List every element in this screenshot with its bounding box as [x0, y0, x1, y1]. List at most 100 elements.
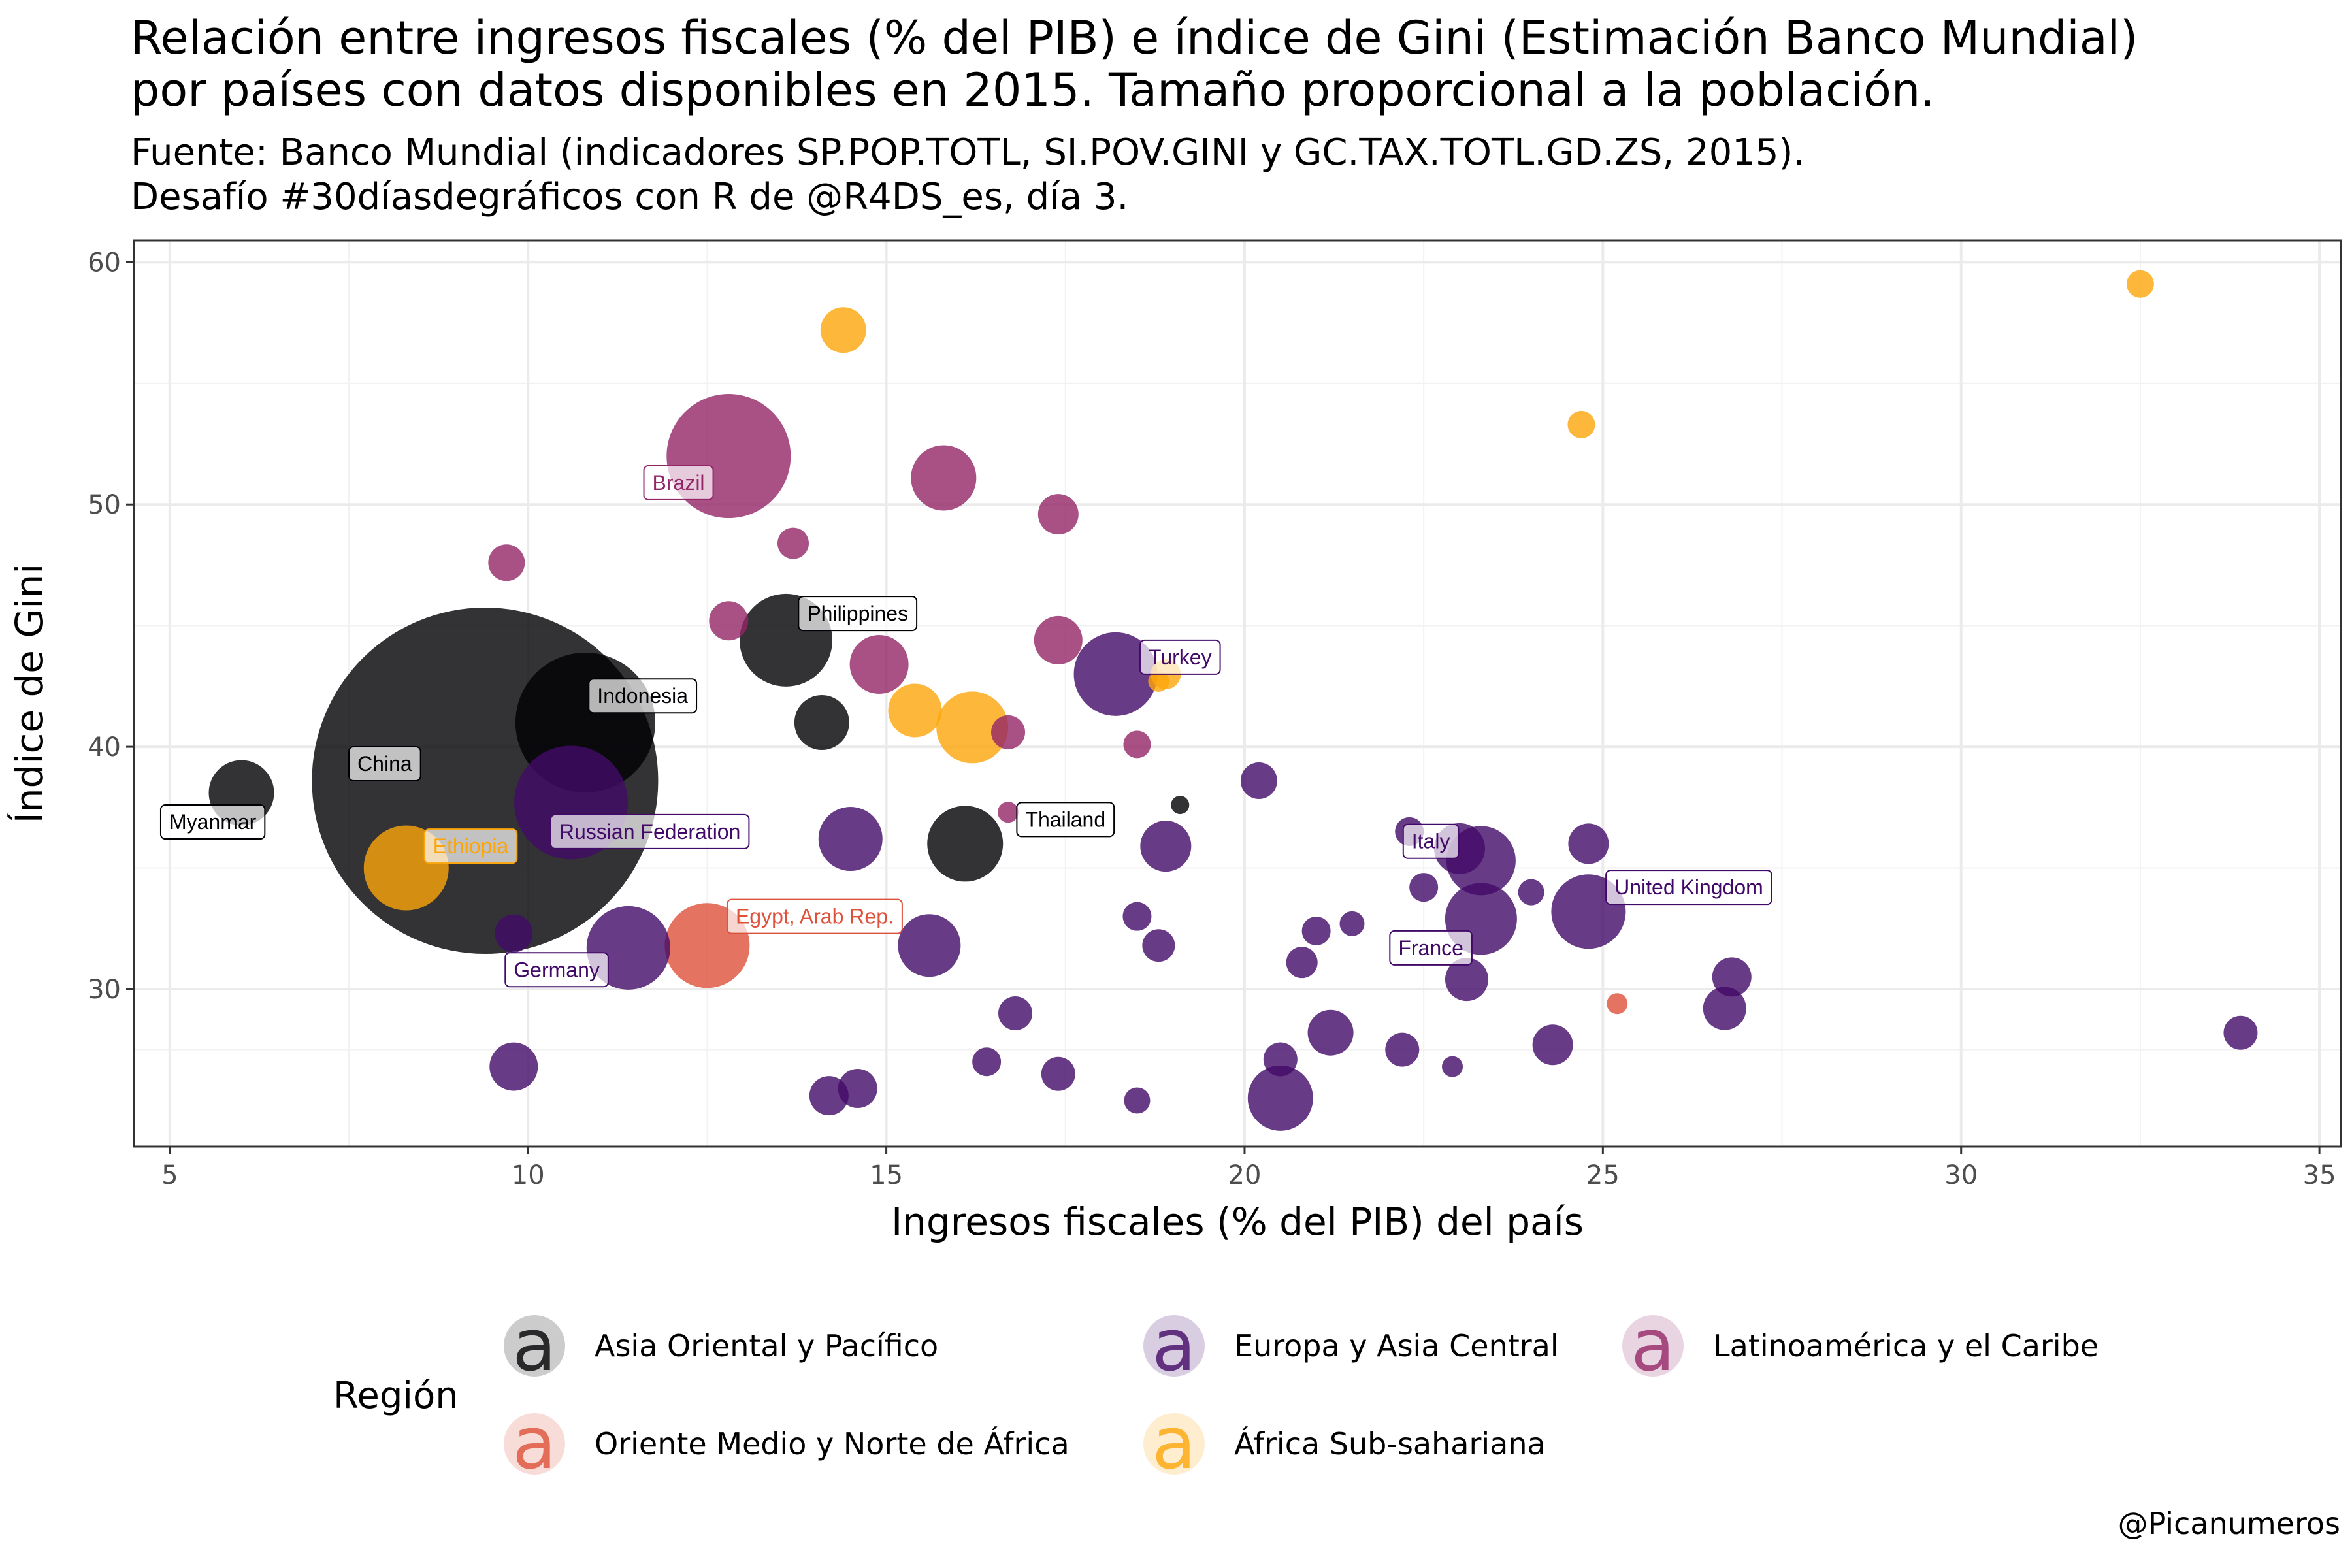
- data-point: [888, 683, 942, 738]
- point-label-box: [1389, 930, 1473, 966]
- point-label-text: Germany: [514, 958, 600, 981]
- data-point: [1301, 916, 1331, 945]
- data-point: [1409, 873, 1439, 902]
- x-tick-label: 15: [870, 1160, 903, 1190]
- point-label-box: [1139, 639, 1221, 675]
- legend-label: África Sub-sahariana: [1234, 1426, 1546, 1462]
- data-point: [998, 802, 1019, 823]
- legend-key-background: [1143, 1315, 1205, 1377]
- data-point: [2223, 1015, 2258, 1050]
- data-point: [1122, 902, 1152, 931]
- data-point: [1445, 958, 1488, 1002]
- data-point: [1607, 993, 1628, 1015]
- point-label-text: Turkey: [1149, 645, 1212, 669]
- point-label: Germany: [504, 952, 609, 988]
- point-label-text: Indonesia: [597, 684, 688, 708]
- legend-key-background: [1622, 1315, 1684, 1377]
- legend-label: Latinoamérica y el Caribe: [1713, 1328, 2099, 1364]
- data-point: [1568, 823, 1609, 864]
- y-tick-label: 30: [88, 975, 121, 1005]
- point-label-box: [1016, 802, 1115, 838]
- point-label-box: [504, 952, 609, 988]
- x-axis-title: Ingresos fiscales (% del PIB) del país: [891, 1200, 1584, 1244]
- point-label-text: Brazil: [653, 471, 705, 495]
- point-label: Russian Federation: [549, 813, 750, 849]
- axes-layer: 5 10 15 20 25 30 35 30 40 50 60 Ingresos fiscales (…: [7, 248, 2336, 1244]
- data-point: [898, 914, 961, 977]
- point-label: China: [348, 746, 421, 782]
- point-label-text: Italy: [1412, 830, 1450, 853]
- data-point: [927, 806, 1004, 882]
- data-point: [818, 807, 883, 872]
- point-label-box: [423, 828, 518, 864]
- point-label: Myanmar: [159, 804, 266, 840]
- x-tick-label: 20: [1228, 1160, 1262, 1190]
- data-point: [777, 527, 809, 559]
- data-point: [1712, 957, 1752, 997]
- data-point: [794, 695, 849, 751]
- point-label: Brazil: [643, 465, 714, 500]
- point-label-text: Ethiopia: [433, 834, 509, 858]
- data-point: [1247, 1065, 1313, 1131]
- data-point: [1041, 1056, 1075, 1091]
- point-label-box: [1605, 870, 1772, 906]
- legend-key-glyph: a: [1152, 1401, 1196, 1485]
- point-label: France: [1389, 930, 1473, 966]
- y-tick-label: 40: [88, 732, 121, 762]
- chart-title: Relación entre ingresos fiscales (% del …: [131, 11, 2138, 117]
- data-point: [495, 914, 533, 953]
- x-tick-label: 10: [512, 1160, 545, 1190]
- panel-border: [133, 239, 2342, 1148]
- legend-item: a Latinoamérica y el Caribe: [1622, 1303, 2099, 1387]
- legend-key-glyph: a: [1152, 1303, 1196, 1387]
- data-point: [998, 996, 1033, 1031]
- legend-item: a Oriente Medio y Norte de África: [504, 1401, 1070, 1485]
- legend-item: a Asia Oriental y Pacífico: [504, 1303, 938, 1387]
- point-label-text: Philippines: [807, 602, 908, 625]
- data-point: [991, 715, 1026, 749]
- data-point: [1142, 929, 1175, 962]
- data-point: [1124, 1087, 1151, 1114]
- legend-item: a África Sub-sahariana: [1143, 1401, 1546, 1485]
- point-label-text: Egypt, Arab Rep.: [736, 905, 894, 928]
- point-label-box: [798, 596, 918, 632]
- labels-layer: China Indonesia Myanmar Philippines Thailand…: [159, 465, 1772, 988]
- x-tick-label: 30: [1944, 1160, 1978, 1190]
- x-tick-label: 25: [1586, 1160, 1620, 1190]
- point-label-text: France: [1398, 936, 1463, 960]
- chart-caption: @Picanumeros: [2117, 1506, 2340, 1541]
- point-label-text: Myanmar: [169, 810, 257, 834]
- data-point: [1140, 821, 1192, 872]
- legend-title: Región: [333, 1375, 459, 1417]
- data-point: [1263, 1042, 1298, 1077]
- data-point: [911, 445, 977, 511]
- point-label: Philippines: [798, 596, 918, 632]
- legend-key-glyph: a: [512, 1303, 556, 1387]
- data-point: [489, 1042, 538, 1091]
- legend-label: Asia Oriental y Pacífico: [595, 1328, 938, 1364]
- data-point: [2126, 270, 2154, 298]
- point-label: Ethiopia: [423, 828, 518, 864]
- points-layer: [208, 270, 2258, 1131]
- point-label-box: [159, 804, 266, 840]
- data-point: [1037, 494, 1079, 535]
- data-point: [488, 544, 525, 581]
- data-point: [1307, 1009, 1354, 1056]
- data-point: [709, 601, 749, 641]
- data-point: [820, 307, 866, 353]
- data-point: [1123, 730, 1151, 759]
- point-label-text: United Kingdom: [1614, 875, 1763, 899]
- point-label: Turkey: [1139, 639, 1221, 675]
- point-label-box: [726, 898, 903, 934]
- data-point: [972, 1047, 1002, 1077]
- y-tick-label: 60: [88, 248, 121, 278]
- data-point: [1385, 1032, 1420, 1067]
- point-label-text: China: [357, 752, 412, 776]
- chart-subtitle: Fuente: Banco Mundial (indicadores SP.PO…: [131, 131, 1805, 218]
- y-axis-title: Índice de Gini: [7, 564, 52, 824]
- point-label-text: Thailand: [1025, 808, 1105, 831]
- data-point: [1703, 987, 1746, 1030]
- data-point: [1073, 632, 1158, 716]
- data-point: [1442, 1056, 1463, 1077]
